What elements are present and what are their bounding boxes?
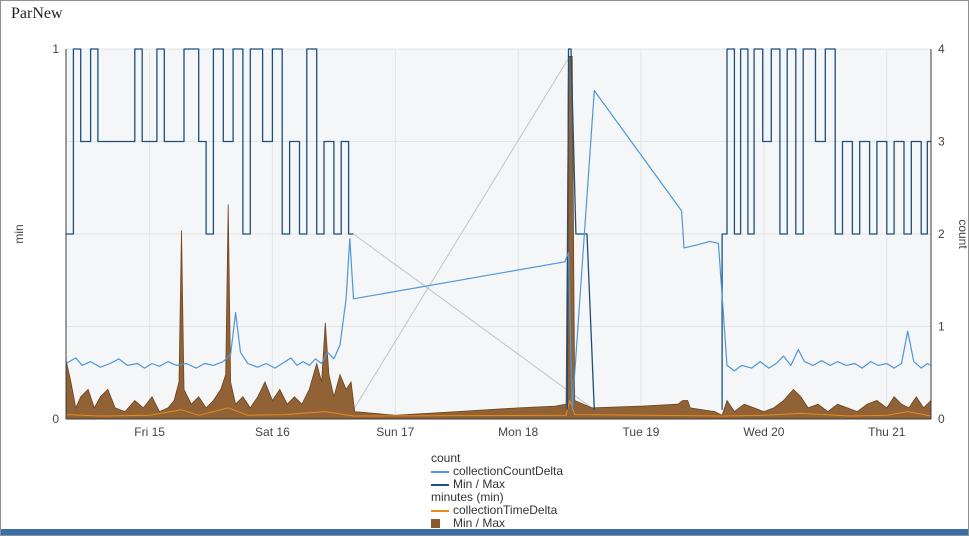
svg-text:Wed 20: Wed 20 bbox=[743, 425, 784, 439]
series-square-swatch-icon bbox=[431, 519, 453, 528]
svg-text:1: 1 bbox=[52, 42, 59, 56]
series-line-swatch-icon bbox=[431, 470, 453, 473]
legend-item-label: Min / Max bbox=[453, 516, 506, 530]
legend-item-collection-count-delta: collectionCountDelta bbox=[431, 465, 563, 478]
svg-text:3: 3 bbox=[938, 135, 945, 149]
legend-item-minutes-min-max: Min / Max bbox=[431, 517, 563, 530]
svg-text:count: count bbox=[956, 219, 969, 249]
series-line-swatch-icon bbox=[431, 509, 453, 512]
svg-text:0: 0 bbox=[938, 412, 945, 426]
legend-group-minutes: minutes (min) bbox=[431, 490, 504, 504]
svg-text:Tue 19: Tue 19 bbox=[623, 425, 660, 439]
svg-text:Fri 15: Fri 15 bbox=[134, 425, 165, 439]
legend-item-collection-time-delta: collectionTimeDelta bbox=[431, 504, 563, 517]
legend-item-label: Min / Max bbox=[453, 477, 506, 491]
legend-item-count-min-max: Min / Max bbox=[431, 478, 563, 491]
timeseries-chart: Fri 15 Sat 16 Sun 17 Mon 18 Tue 19 Wed 20 Thu … bbox=[12, 42, 969, 439]
legend-item-label: collectionCountDelta bbox=[453, 464, 564, 478]
chart-legend: count collectionCountDelta Min / Max min… bbox=[431, 452, 563, 530]
legend-group-count: count bbox=[431, 451, 461, 465]
svg-text:min: min bbox=[12, 224, 26, 243]
svg-text:Sat 16: Sat 16 bbox=[255, 425, 290, 439]
svg-text:Mon 18: Mon 18 bbox=[498, 425, 538, 439]
legend-item-label: collectionTimeDelta bbox=[453, 503, 558, 517]
svg-text:2: 2 bbox=[938, 227, 945, 241]
svg-text:1: 1 bbox=[938, 320, 945, 334]
svg-text:4: 4 bbox=[938, 42, 945, 56]
svg-text:Sun 17: Sun 17 bbox=[376, 425, 414, 439]
page-title: ParNew bbox=[11, 5, 63, 22]
svg-text:Thu 21: Thu 21 bbox=[868, 425, 906, 439]
bottom-bar bbox=[1, 529, 968, 535]
series-line-swatch-icon bbox=[431, 483, 453, 486]
svg-text:0: 0 bbox=[52, 412, 59, 426]
